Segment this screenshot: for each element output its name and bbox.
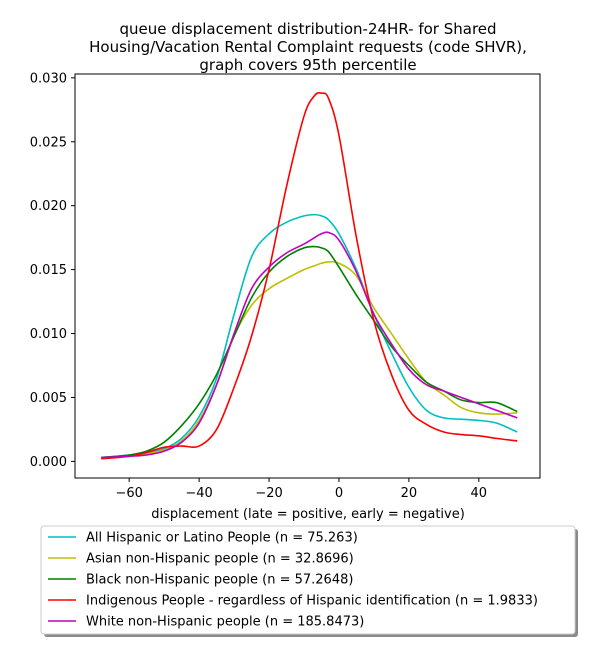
series-layer xyxy=(101,91,518,460)
chart-title-line-1: queue displacement distribution-24HR- fo… xyxy=(119,20,496,38)
x-tick-label: 0 xyxy=(335,486,343,501)
chart-title-line-3: graph covers 95th percentile xyxy=(199,56,416,74)
y-tick-label: 0.015 xyxy=(30,263,67,278)
y-axis-ticks: 0.000 0.005 0.010 0.015 0.020 0.025 0.030 xyxy=(30,71,75,470)
chart-title: queue displacement distribution-24HR- fo… xyxy=(89,20,527,74)
legend: All Hispanic or Latino People (n = 75.26… xyxy=(40,525,578,637)
series-line-3 xyxy=(101,91,518,460)
x-tick-label: 40 xyxy=(471,486,488,501)
y-tick-label: 0.000 xyxy=(30,455,67,470)
legend-label-2: Black non-Hispanic people (n = 57.2648) xyxy=(86,573,353,588)
x-axis-ticks: −60 −40 −20 0 20 40 xyxy=(115,478,487,501)
x-tick-label: −60 xyxy=(115,486,142,501)
x-axis-label: displacement (late = positive, early = n… xyxy=(151,507,465,522)
legend-items: All Hispanic or Latino People (n = 75.26… xyxy=(48,531,538,630)
series-line-0 xyxy=(101,213,518,459)
y-tick-label: 0.030 xyxy=(30,71,67,86)
y-tick-label: 0.005 xyxy=(30,391,67,406)
series-line-4 xyxy=(101,231,518,459)
x-tick-label: −20 xyxy=(255,486,282,501)
plot-frame xyxy=(74,73,541,479)
x-tick-label: 20 xyxy=(401,486,418,501)
legend-box xyxy=(40,525,576,635)
x-tick-label: −40 xyxy=(185,486,212,501)
legend-label-4: White non-Hispanic people (n = 185.8473) xyxy=(86,615,364,630)
series-line-1 xyxy=(101,260,518,459)
y-tick-label: 0.010 xyxy=(30,327,67,342)
legend-label-0: All Hispanic or Latino People (n = 75.26… xyxy=(86,531,358,546)
legend-label-1: Asian non-Hispanic people (n = 32.8696) xyxy=(86,552,354,567)
legend-label-3: Indigenous People - regardless of Hispan… xyxy=(86,594,538,609)
y-tick-label: 0.025 xyxy=(30,135,67,150)
series-line-2 xyxy=(101,245,518,459)
y-tick-label: 0.020 xyxy=(30,199,67,214)
chart-title-line-2: Housing/Vacation Rental Complaint reques… xyxy=(89,38,527,56)
